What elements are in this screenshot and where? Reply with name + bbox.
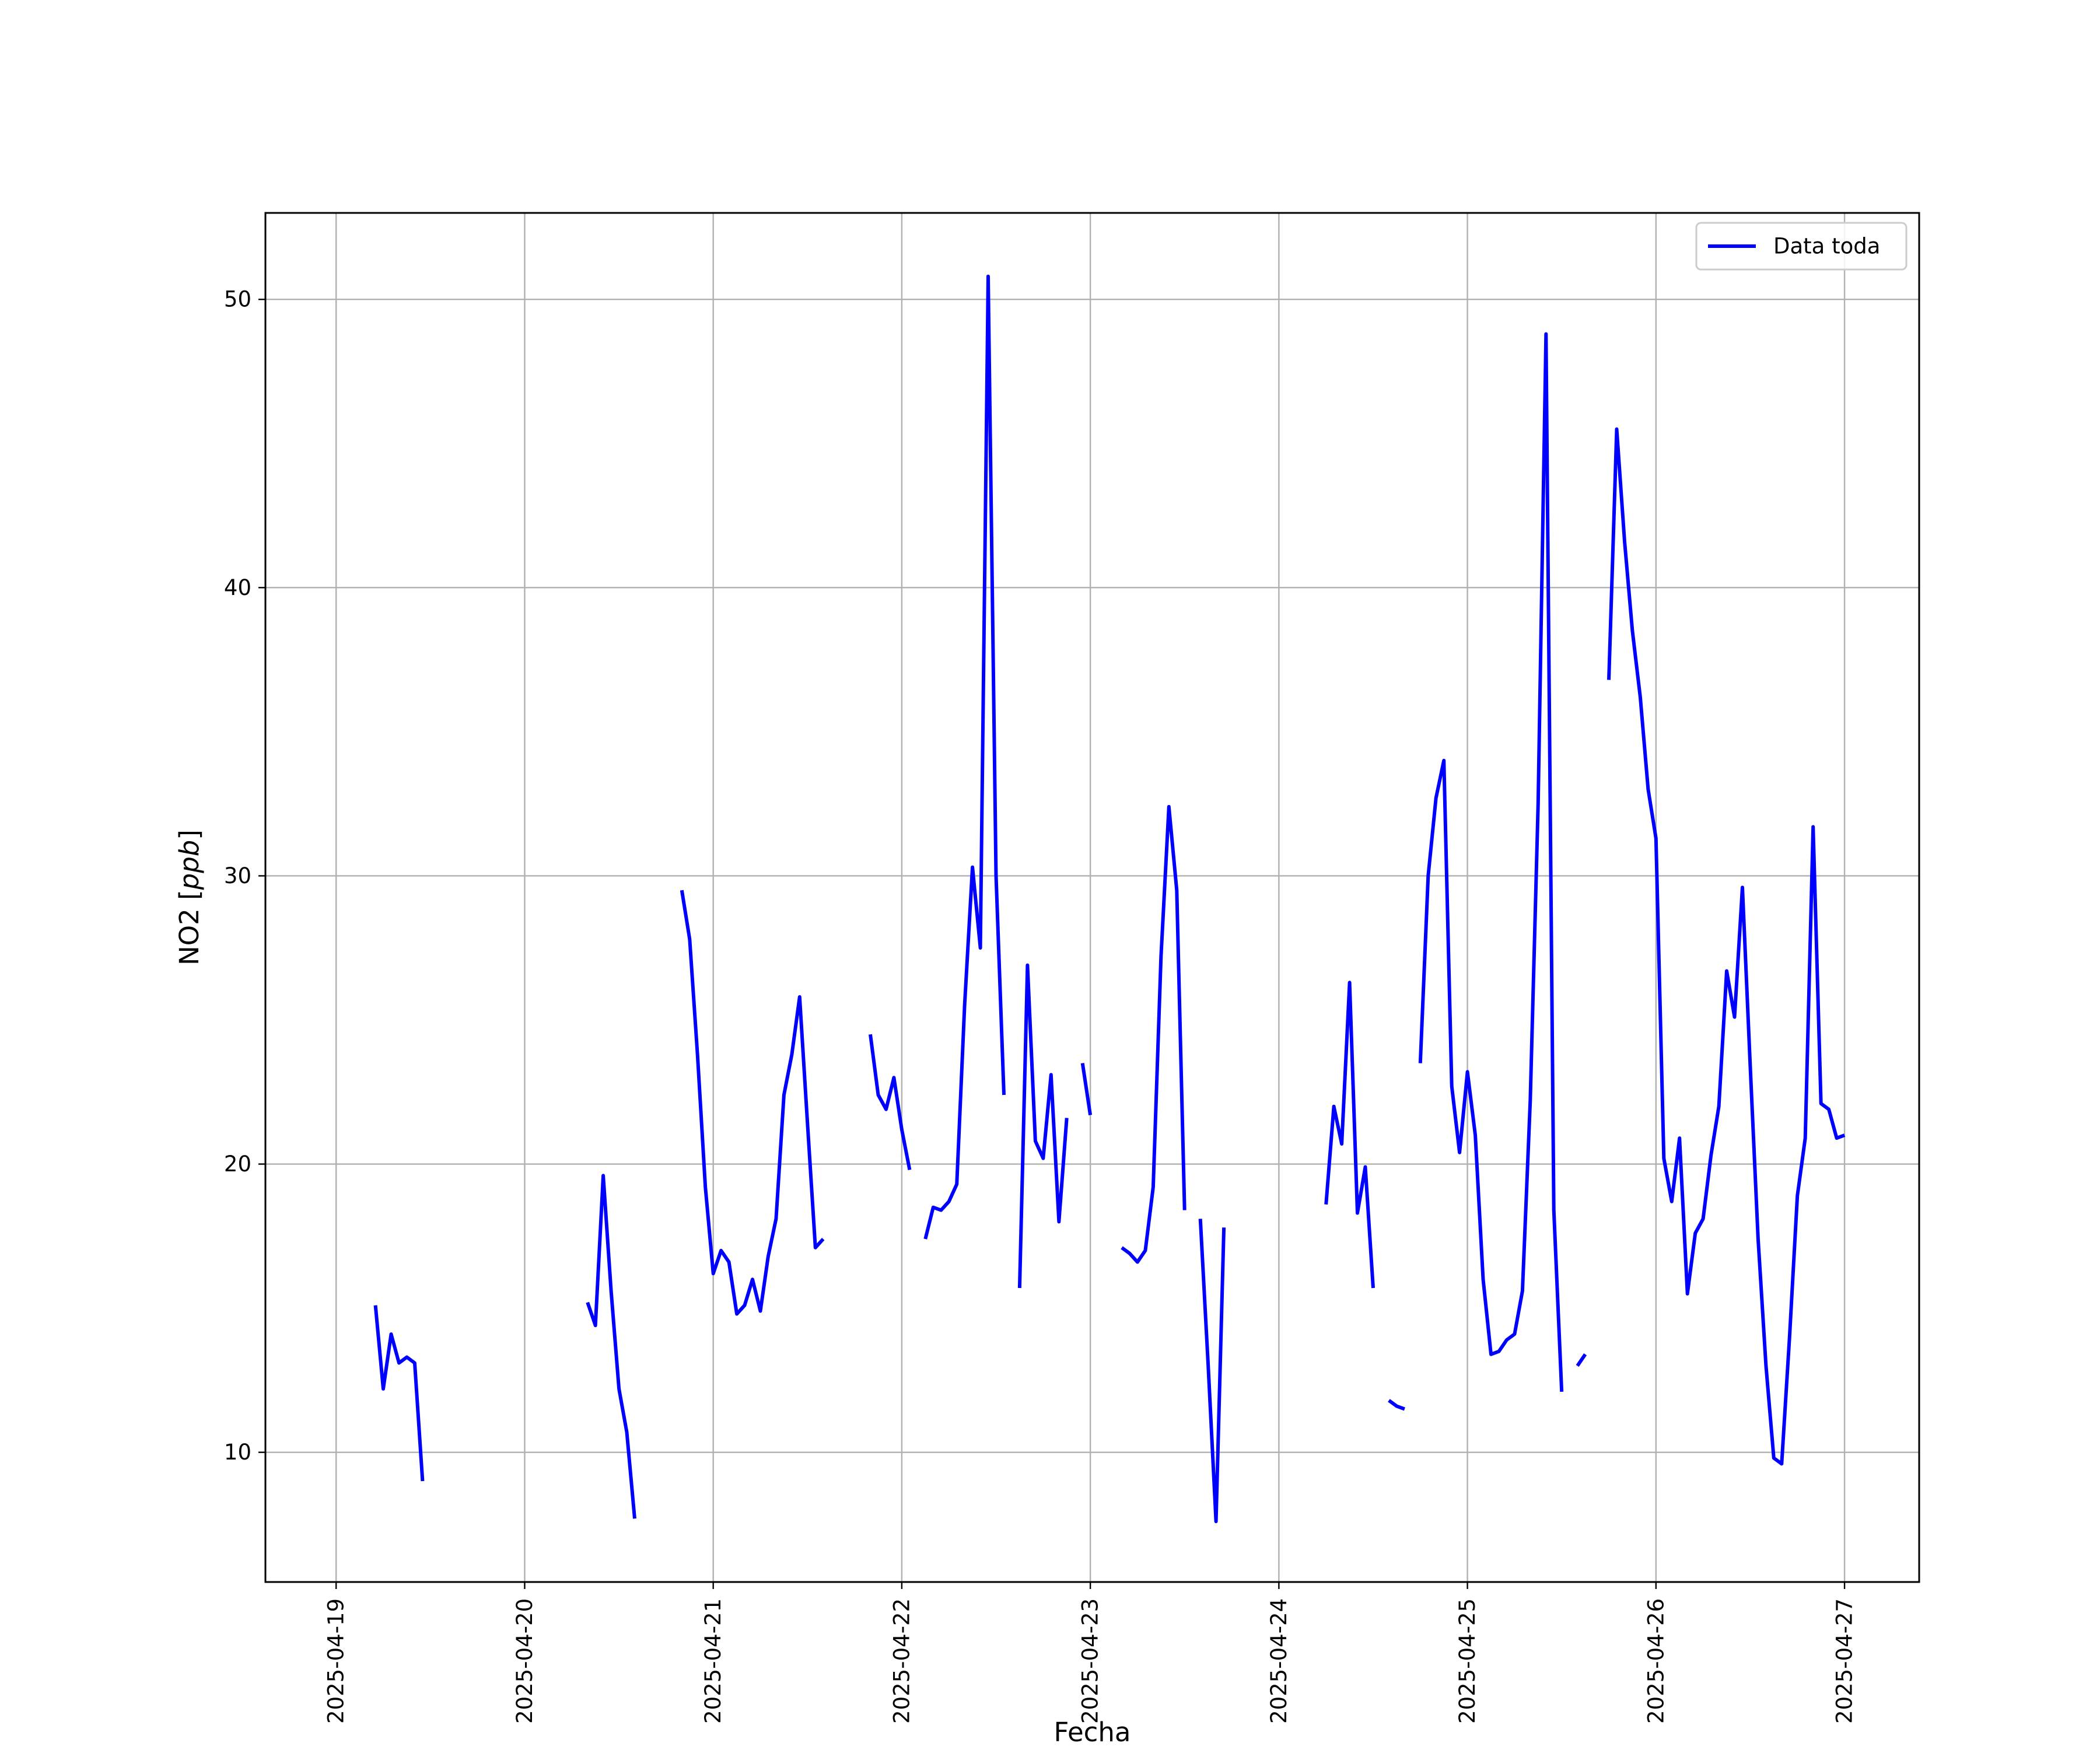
series-line-segment	[1607, 427, 1846, 1466]
x-tick-label: 2025-04-21	[701, 1598, 726, 1724]
series-line-segment	[373, 1305, 425, 1482]
series-line-segment	[1198, 1219, 1226, 1524]
series-line-segment	[1324, 981, 1375, 1289]
series-line-segment	[923, 274, 1006, 1240]
series-line-segment	[1017, 963, 1069, 1289]
x-tick-label: 2025-04-24	[1266, 1598, 1292, 1724]
x-tick-label: 2025-04-22	[889, 1598, 914, 1724]
y-axis-title-suffix: ]	[174, 830, 205, 840]
legend-box	[1695, 222, 1908, 271]
y-axis-title-unit: ppb	[174, 840, 205, 891]
y-tick-label: 50	[224, 287, 251, 312]
y-tick-label: 20	[224, 1152, 251, 1177]
x-axis: 2025-04-19 2025-04-20 2025-04-21 2025-04-22…	[324, 1582, 1857, 1724]
grid	[265, 213, 1919, 1582]
plot-lines	[373, 274, 1846, 1524]
series-line-segment	[586, 1174, 636, 1519]
x-tick-label: 2025-04-26	[1643, 1598, 1668, 1724]
series-line-segment	[1121, 804, 1186, 1264]
series-line-segment	[869, 1034, 912, 1170]
legend-label: Data toda	[1773, 234, 1880, 259]
x-tick-label: 2025-04-19	[324, 1598, 349, 1724]
x-axis-title: Fecha	[1054, 1717, 1131, 1748]
x-tick-label: 2025-04-23	[1078, 1598, 1103, 1724]
series-line-segment	[680, 890, 825, 1316]
y-axis-title: NO2 [ppb]	[174, 830, 205, 965]
x-tick-label: 2025-04-27	[1832, 1598, 1857, 1724]
series-line-segment	[1418, 332, 1564, 1392]
legend: Data toda	[1695, 222, 1908, 271]
series-line-segment	[1388, 1399, 1405, 1411]
y-tick-label: 10	[224, 1440, 251, 1465]
x-tick-label: 2025-04-20	[512, 1598, 537, 1724]
plot-frame	[264, 212, 1920, 1583]
y-axis: 10 20 30 40 50	[224, 287, 265, 1465]
x-tick-label: 2025-04-25	[1455, 1598, 1480, 1724]
series-line-segment	[1576, 1353, 1587, 1367]
y-tick-label: 30	[224, 863, 251, 888]
y-axis-title-prefix: NO2 [	[174, 890, 205, 965]
series-line-segment	[1080, 1063, 1093, 1115]
y-tick-label: 40	[224, 575, 251, 600]
